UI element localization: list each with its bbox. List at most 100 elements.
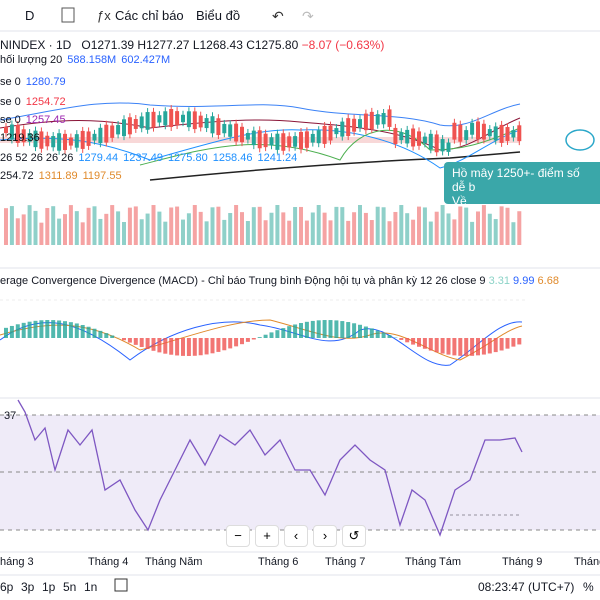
macd-value: 9.99: [513, 275, 535, 287]
legend-name: se 0: [0, 114, 21, 126]
x-axis-label: Tháng Tám: [405, 556, 462, 568]
zoom-button[interactable]: ‹: [284, 525, 308, 547]
tooltip: Hồ mây 1250+- điểm số dễ b Về: [444, 162, 600, 208]
volume-bar: [133, 206, 138, 245]
zoom-button[interactable]: ›: [313, 525, 337, 547]
range-button[interactable]: 5n: [63, 580, 77, 594]
legend-row: 254.72 1311.89 1197.55: [0, 170, 127, 182]
volume-bar: [151, 205, 156, 245]
volume-bar: [57, 218, 62, 245]
volume-bar: [464, 207, 469, 245]
candle: [127, 117, 132, 135]
indicators-button[interactable]: Các chỉ báo: [115, 8, 184, 23]
histogram-bar: [334, 320, 339, 338]
candle: [275, 133, 280, 150]
range-button[interactable]: 1p: [42, 580, 56, 594]
volume-bar: [163, 221, 168, 245]
volume-bar: [322, 212, 327, 245]
histogram-bar: [363, 326, 368, 338]
candle: [133, 119, 138, 129]
candle: [157, 115, 162, 123]
candle: [287, 136, 292, 148]
zoom-button[interactable]: +: [255, 525, 279, 547]
volume-bar: [9, 206, 14, 245]
candle: [346, 118, 351, 137]
candle: [375, 114, 380, 125]
candle: [299, 131, 303, 150]
macd-title: erage Convergence Divergence (MACD) - Ch…: [0, 275, 486, 287]
legend-row: 26 52 26 26 26 1279.44 1237.49 1275.80 1258.…: [0, 152, 302, 164]
clock: 08:23:47 (UTC+7): [478, 580, 575, 594]
histogram-bar: [163, 338, 168, 354]
volume-bar: [104, 213, 109, 245]
histogram-bar: [80, 324, 85, 338]
histogram-bar: [234, 338, 239, 347]
candle: [281, 133, 286, 151]
candle: [464, 130, 469, 140]
svg-text:↷: ↷: [302, 8, 314, 24]
histogram-bar: [310, 320, 315, 338]
candle: [210, 116, 215, 134]
legend-row: 1219.36: [0, 132, 45, 144]
histogram-bar: [269, 332, 274, 338]
volume-bar: [281, 212, 286, 245]
volume-bar: [381, 207, 386, 245]
candle: [322, 125, 327, 144]
chart-button[interactable]: Biểu đồ: [196, 8, 241, 23]
candle: [393, 127, 398, 145]
histogram-bar: [98, 330, 103, 338]
volume-bar: [92, 206, 97, 245]
histogram-bar: [293, 324, 298, 338]
histogram-bar: [210, 338, 215, 354]
volume-bar: [110, 205, 115, 245]
candle: [169, 109, 174, 128]
volume-bar: [257, 206, 262, 245]
histogram-bar: [251, 338, 256, 340]
legend-name: se 0: [0, 76, 21, 88]
legend-value: 1311.89: [38, 170, 78, 182]
histogram-bar: [369, 328, 374, 338]
volume-bar: [487, 213, 492, 245]
percent-toggle[interactable]: %: [583, 580, 594, 594]
legend-value: 602.427M: [121, 54, 171, 66]
candle: [222, 123, 227, 134]
volume-bar: [245, 221, 250, 245]
candle: [417, 131, 421, 146]
histogram-bar: [86, 326, 91, 338]
histogram-bar: [358, 324, 362, 338]
range-button[interactable]: 1n: [84, 580, 98, 594]
volume-bar: [127, 207, 132, 245]
volume-bar: [458, 206, 463, 245]
candle: [151, 111, 156, 128]
histogram-bar: [487, 338, 492, 354]
candle: [257, 130, 262, 149]
volume-bar: [387, 221, 392, 245]
histogram-bar: [340, 321, 345, 338]
zoom-button[interactable]: −: [226, 525, 250, 547]
histogram-bar: [481, 338, 486, 355]
range-button[interactable]: 6p: [0, 580, 14, 594]
histogram-bar: [39, 320, 44, 338]
macd-value: 3.31: [488, 275, 510, 287]
candle: [493, 126, 498, 141]
candle: [181, 114, 185, 123]
volume-bar: [405, 213, 410, 245]
volume-bar: [63, 214, 67, 245]
histogram-bar: [417, 338, 421, 347]
legend-value: 1254.72: [25, 96, 66, 108]
candle: [198, 115, 203, 128]
candle: [163, 111, 168, 126]
volume-bar: [139, 219, 144, 245]
legend-value: 1257.45: [25, 114, 66, 126]
zoom-button[interactable]: ↺: [342, 525, 366, 547]
interval[interactable]: D: [25, 8, 35, 23]
range-button[interactable]: 3p: [21, 580, 35, 594]
volume-bar: [192, 205, 197, 245]
candle: [234, 123, 239, 142]
candle: [27, 133, 32, 142]
volume-bar: [417, 206, 421, 245]
candle: [251, 130, 256, 146]
volume-bar: [352, 212, 357, 245]
x-axis-label: háng 3: [0, 556, 34, 568]
